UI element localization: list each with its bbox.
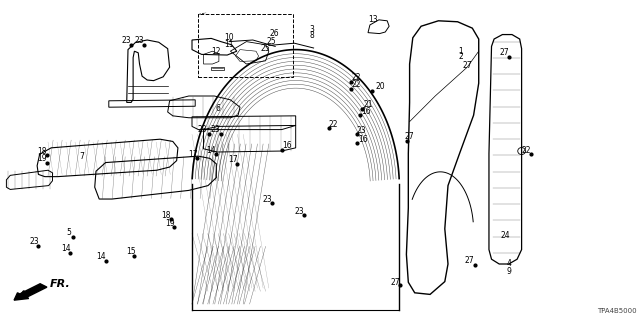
Text: 27: 27 — [390, 278, 401, 287]
Text: 19: 19 — [164, 219, 175, 228]
Text: 23: 23 — [294, 207, 305, 216]
Text: 25: 25 — [260, 44, 271, 53]
Text: 27: 27 — [465, 256, 475, 265]
Text: 1: 1 — [458, 47, 463, 56]
Text: 14: 14 — [206, 146, 216, 155]
Text: 25: 25 — [266, 37, 276, 46]
Text: 23: 23 — [134, 36, 145, 45]
Text: 20: 20 — [375, 82, 385, 91]
Text: 11: 11 — [225, 40, 234, 49]
Text: 10: 10 — [224, 33, 234, 42]
Text: 6: 6 — [215, 104, 220, 113]
Text: 18: 18 — [37, 147, 46, 156]
Text: 19: 19 — [36, 154, 47, 163]
Text: 16: 16 — [282, 141, 292, 150]
Text: 12: 12 — [212, 47, 221, 56]
Text: 27: 27 — [462, 61, 472, 70]
Text: 23: 23 — [197, 125, 207, 134]
Text: 26: 26 — [269, 29, 279, 38]
Text: 23: 23 — [210, 125, 220, 134]
Text: 17: 17 — [228, 156, 238, 164]
Text: TPA4B5000: TPA4B5000 — [597, 308, 637, 314]
Text: 23: 23 — [29, 237, 39, 246]
FancyArrow shape — [14, 284, 47, 300]
Text: 22: 22 — [328, 120, 337, 129]
Text: 27: 27 — [499, 48, 509, 57]
Text: 18: 18 — [162, 211, 171, 220]
Text: 24: 24 — [500, 231, 511, 240]
Text: 22: 22 — [351, 80, 360, 89]
Text: 27: 27 — [404, 132, 415, 141]
Text: 2: 2 — [458, 52, 463, 61]
Text: 5: 5 — [67, 228, 72, 237]
Text: 21: 21 — [364, 100, 372, 109]
Text: 22: 22 — [522, 146, 531, 155]
Text: 17: 17 — [188, 150, 198, 159]
Text: 23: 23 — [262, 195, 273, 204]
Text: 14: 14 — [61, 244, 71, 253]
Text: 16: 16 — [358, 135, 368, 144]
Text: 9: 9 — [506, 267, 511, 276]
Text: 22: 22 — [351, 73, 360, 82]
Text: 23: 23 — [356, 126, 367, 135]
Text: 23: 23 — [122, 36, 132, 45]
Text: FR.: FR. — [50, 279, 70, 289]
Text: 8: 8 — [310, 31, 315, 40]
Text: 15: 15 — [125, 247, 136, 256]
Text: 4: 4 — [506, 260, 511, 268]
Text: 7: 7 — [79, 152, 84, 161]
Text: 3: 3 — [310, 25, 315, 34]
Text: 14: 14 — [96, 252, 106, 261]
Text: 13: 13 — [368, 15, 378, 24]
Text: 16: 16 — [361, 107, 371, 116]
